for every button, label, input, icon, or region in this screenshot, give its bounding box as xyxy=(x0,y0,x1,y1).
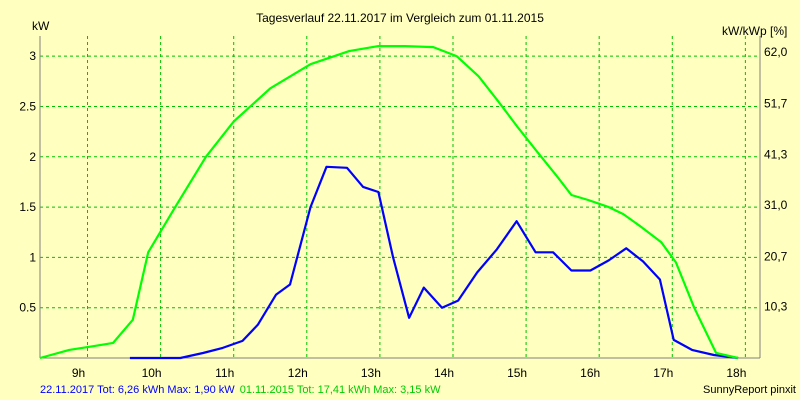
y-axis-left-label: kW xyxy=(32,19,50,33)
y-tick-label-left: 1 xyxy=(29,250,36,264)
x-tick-label: 11h xyxy=(215,366,234,380)
y-tick-label-right: 51,7 xyxy=(764,96,788,110)
x-tick-label: 17h xyxy=(653,366,673,380)
x-tick-label: 16h xyxy=(580,366,600,380)
y-tick-label-left: 2.5 xyxy=(19,99,36,113)
footer-credit: SunnyReport pinxit xyxy=(703,384,796,396)
x-tick-label: 12h xyxy=(288,366,308,380)
footer-summary: 22.11.2017 Tot: 6,26 kWh Max: 1,90 kW 01… xyxy=(40,384,441,396)
x-tick-label: 10h xyxy=(142,366,162,380)
y-tick-label-right: 10,3 xyxy=(764,300,788,314)
y-tick-label-left: 0.5 xyxy=(19,301,36,315)
grid-layer xyxy=(40,36,760,358)
y-tick-label-left: 2 xyxy=(29,150,36,164)
y-tick-label-right: 62,0 xyxy=(764,45,788,59)
chart-title: Tagesverlauf 22.11.2017 im Vergleich zum… xyxy=(256,11,544,25)
y-tick-label-right: 41,3 xyxy=(764,148,788,162)
series-line-blue xyxy=(129,165,739,360)
series-layer xyxy=(39,44,739,360)
y-tick-label-right: 20,7 xyxy=(764,249,788,263)
y-tick-label-right: 31,0 xyxy=(764,198,788,212)
y-axis-right-label: kW/kWp [%] xyxy=(722,24,787,38)
y-tick-label-left: 1.5 xyxy=(19,200,36,214)
x-tick-label: 9h xyxy=(72,366,85,380)
series-line-green xyxy=(39,44,739,360)
tick-label-layer: 9h 10h 11h 12h 13h 14h 15h 16h 17h 18h 0.5 1 1.5 2 2.5… xyxy=(19,45,787,380)
footer-blue-summary: 22.11.2017 Tot: 6,26 kWh Max: 1,90 kW xyxy=(40,384,235,396)
x-tick-label: 14h xyxy=(434,366,454,380)
x-tick-label: 15h xyxy=(507,366,527,380)
axis-layer xyxy=(39,36,761,359)
x-tick-label: 13h xyxy=(361,366,381,380)
footer-green-summary: 01.11.2015 Tot: 17,41 kWh Max: 3,15 kW xyxy=(240,384,441,396)
y-tick-label-left: 3 xyxy=(29,49,36,63)
x-tick-label: 18h xyxy=(726,366,746,380)
